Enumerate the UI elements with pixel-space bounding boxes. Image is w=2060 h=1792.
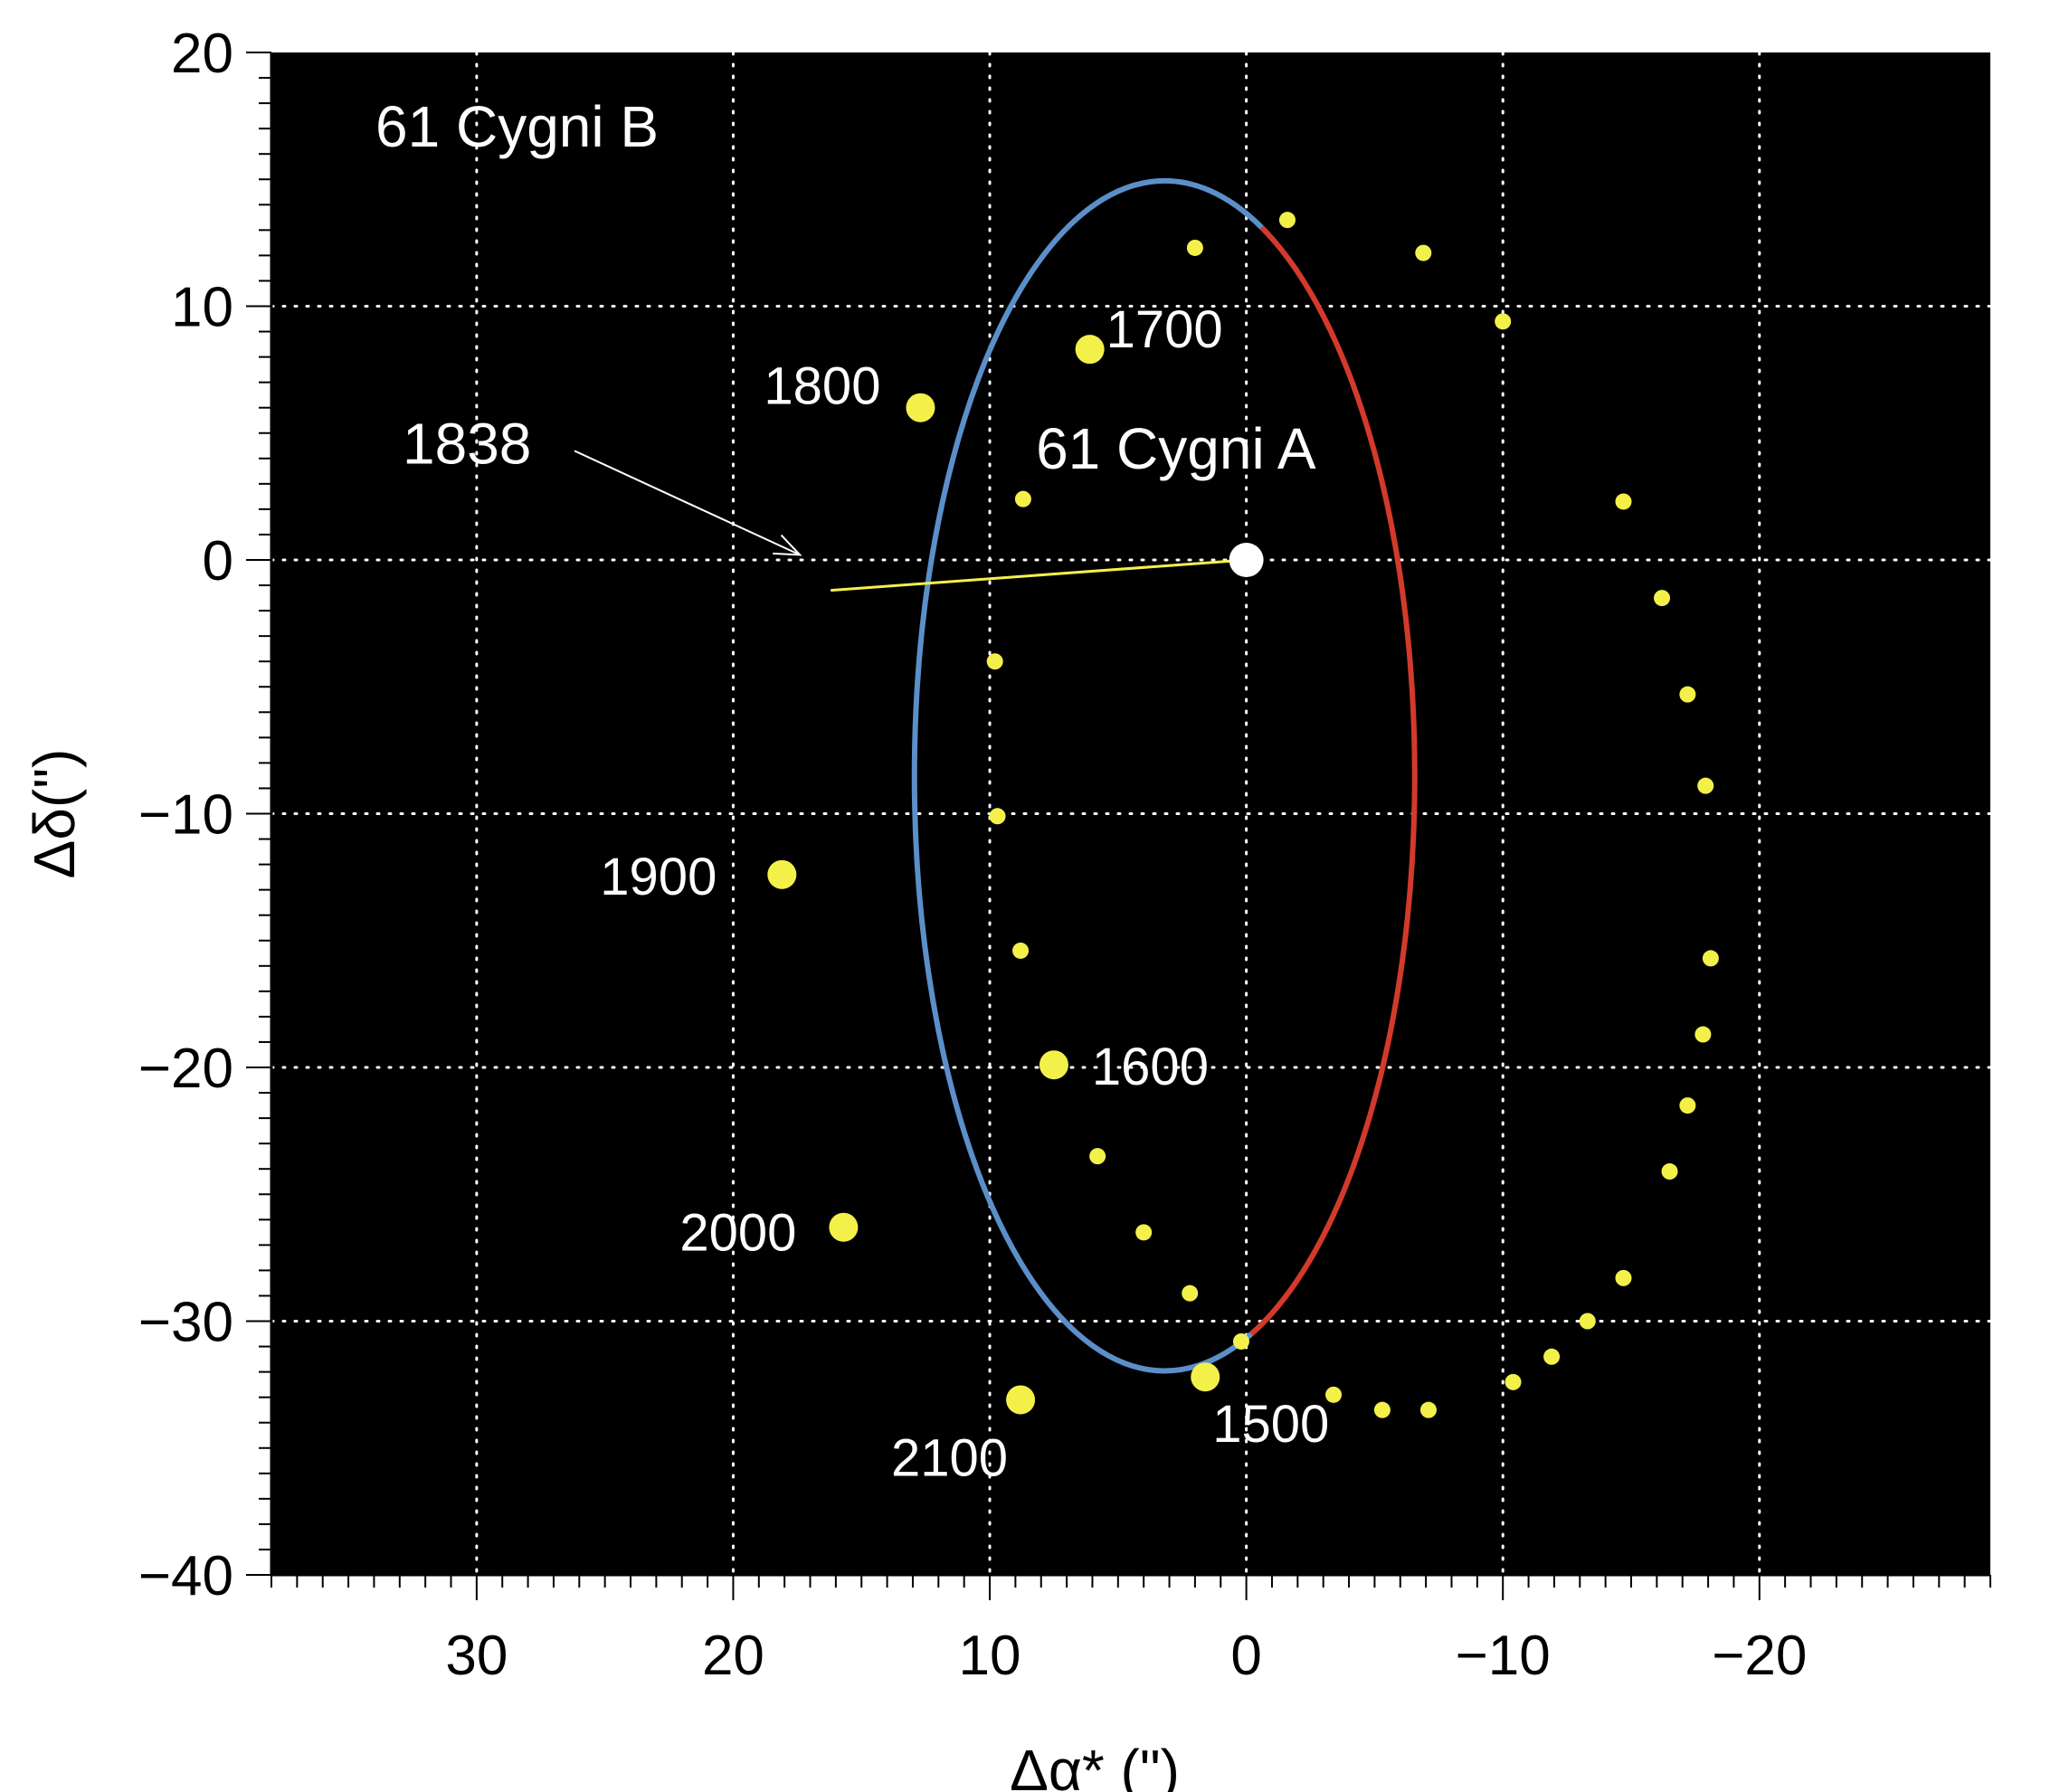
epoch-dot xyxy=(1679,686,1696,703)
x-tick-label: 20 xyxy=(702,1625,764,1687)
secondary-star-label: 61 Cygni B xyxy=(375,94,659,159)
epoch-markers: 1500 1600 1700 1800 1900 2000 2100 xyxy=(574,212,1719,1487)
y-tick-label: 0 xyxy=(203,530,233,593)
epoch-dot xyxy=(1579,1313,1596,1330)
century-marker xyxy=(1039,1050,1068,1080)
epoch-dot xyxy=(1679,1097,1696,1114)
x-tick-label: 30 xyxy=(445,1625,508,1687)
orbit xyxy=(911,177,1418,1374)
century-marker xyxy=(1191,1362,1220,1392)
y-tick-label: −30 xyxy=(138,1292,233,1354)
epoch-dot xyxy=(989,808,1006,825)
epoch-dot xyxy=(1373,1401,1391,1418)
epoch-dot xyxy=(1615,1269,1632,1286)
x-tick-label: 0 xyxy=(1230,1625,1261,1687)
century-marker xyxy=(1075,335,1105,365)
century-label: 1700 xyxy=(1106,300,1223,359)
x-tick-label: −20 xyxy=(1712,1625,1807,1687)
epoch-dot xyxy=(1232,1332,1249,1350)
century-label: 1500 xyxy=(1212,1395,1329,1454)
century-label: 2100 xyxy=(891,1428,1008,1487)
orbit-future-arc xyxy=(911,177,1264,1374)
epoch-dot xyxy=(1135,1224,1153,1241)
plot-labels: 61 Cygni B 61 Cygni A 1838 xyxy=(375,94,1316,481)
epoch-dot xyxy=(1089,1148,1106,1165)
y-tick-label: −20 xyxy=(138,1038,233,1100)
primary-star xyxy=(1229,543,1264,577)
y-tick-label: −40 xyxy=(138,1545,233,1607)
century-label: 1800 xyxy=(764,357,880,416)
annotation-arrow-head xyxy=(773,534,802,556)
epoch-dot xyxy=(1543,1348,1561,1365)
primary-star-label: 61 Cygni A xyxy=(1036,416,1316,481)
epoch-dot xyxy=(1495,313,1512,330)
epoch-dot xyxy=(1182,1285,1199,1302)
y-axis-label: Δδ(") xyxy=(22,749,87,879)
epoch-dot xyxy=(1697,777,1714,794)
epoch-dot xyxy=(1325,1386,1343,1403)
x-axis-label: Δα* (") xyxy=(1010,1738,1180,1792)
y-tick-label: 10 xyxy=(171,277,233,339)
century-marker xyxy=(829,1212,859,1242)
epoch-dot xyxy=(1419,1401,1437,1418)
century-marker xyxy=(906,393,935,422)
x-tick-label: 10 xyxy=(959,1625,1021,1687)
epoch-dot xyxy=(1186,239,1203,256)
orbit-past-arc xyxy=(1249,225,1418,1336)
highlight-epoch-label: 1838 xyxy=(403,411,531,476)
epoch-dot xyxy=(986,653,1003,670)
century-marker xyxy=(767,859,797,889)
century-label: 1900 xyxy=(600,848,717,906)
epoch-dot xyxy=(1012,942,1030,959)
epoch-dot xyxy=(1702,950,1719,967)
epoch-dot xyxy=(1654,590,1671,607)
y-tick-label: 20 xyxy=(171,23,233,85)
y-tick-label: −10 xyxy=(138,784,233,847)
grid xyxy=(270,51,1992,1577)
epoch-dot xyxy=(1615,493,1632,510)
century-marker xyxy=(1006,1385,1036,1415)
x-tick-label: −10 xyxy=(1456,1625,1551,1687)
separation-line-1838 xyxy=(831,558,1247,593)
epoch-dot xyxy=(1695,1026,1712,1043)
epoch-dot xyxy=(1278,212,1296,229)
epoch-dot xyxy=(1505,1373,1522,1390)
century-label: 2000 xyxy=(679,1204,796,1263)
axes: Δα* (") Δδ(") 30 20 10 0 −10 −20 20 10 0 −10 −20 −3… xyxy=(22,23,1991,1792)
century-label: 1600 xyxy=(1092,1038,1209,1096)
epoch-dot xyxy=(1661,1163,1678,1180)
epoch-dot xyxy=(1415,244,1432,261)
annotation-arrow-shaft xyxy=(574,450,801,556)
epoch-dot xyxy=(1014,490,1031,507)
